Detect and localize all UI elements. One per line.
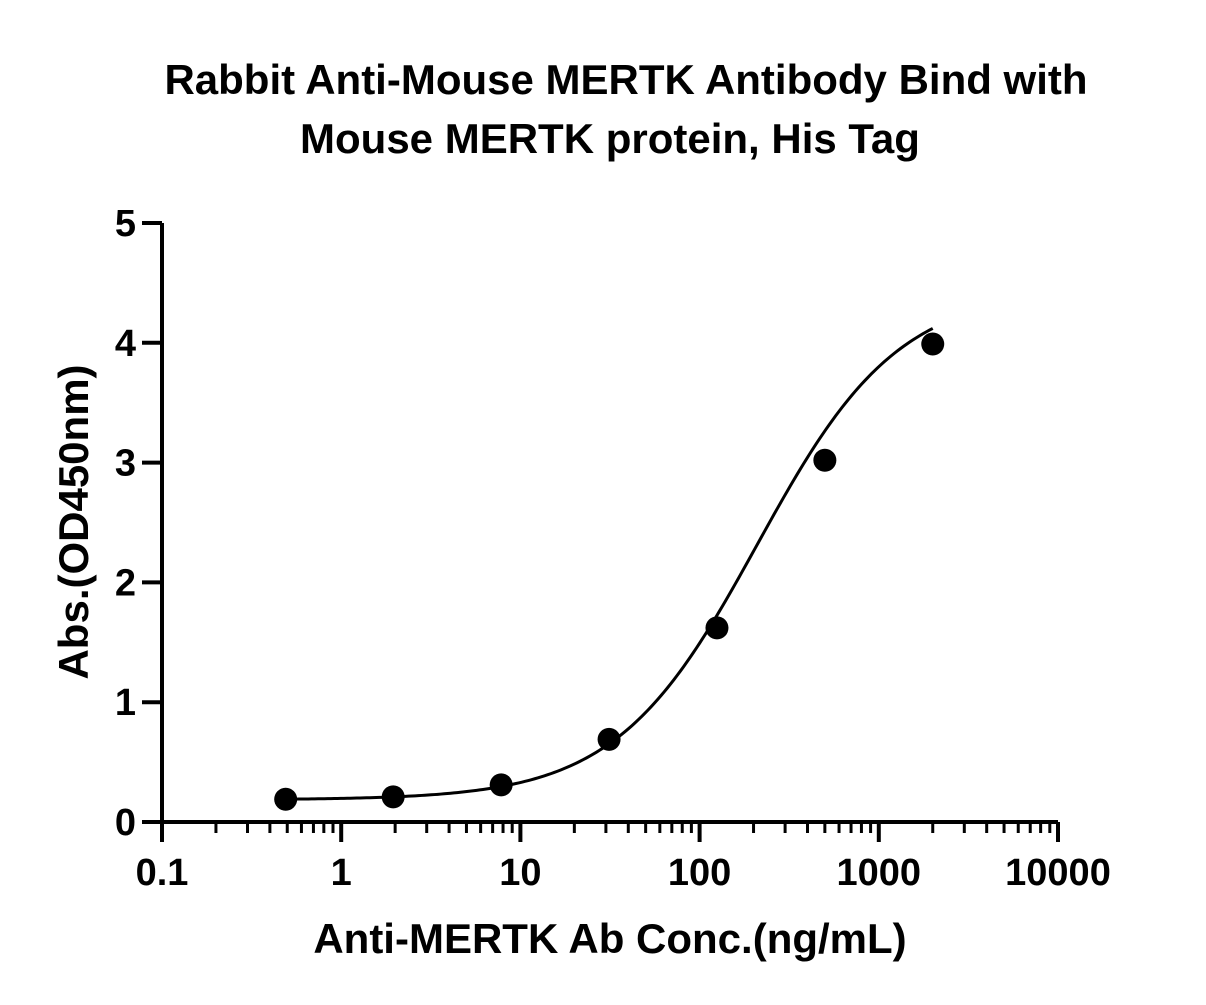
x-tick-label: 10 bbox=[499, 852, 541, 894]
axes bbox=[160, 223, 1058, 824]
y-axis-label: Abs.(OD450nm) bbox=[50, 364, 97, 679]
data-point bbox=[381, 785, 405, 809]
ticks: 0 1 2 3 4 5 0.1 1 10 100 1000 10000 bbox=[115, 203, 1111, 894]
data-points bbox=[274, 332, 945, 811]
y-tick-label: 1 bbox=[115, 682, 136, 724]
x-tick-label: 0.1 bbox=[136, 852, 189, 894]
x-tick-label: 100 bbox=[668, 852, 731, 894]
y-tick-label: 0 bbox=[115, 802, 136, 844]
chart-title-line-1: Rabbit Anti-Mouse MERTK Antibody Bind wi… bbox=[164, 56, 1087, 103]
x-tick-label: 10000 bbox=[1005, 852, 1111, 894]
x-axis-label: Anti-MERTK Ab Conc.(ng/mL) bbox=[313, 915, 906, 962]
data-point bbox=[921, 332, 945, 356]
data-point bbox=[705, 616, 729, 640]
y-tick-label: 3 bbox=[115, 443, 136, 485]
data-point bbox=[489, 773, 513, 797]
y-tick-label: 5 bbox=[115, 203, 136, 245]
data-point bbox=[813, 448, 837, 472]
chart-title-line-2: Mouse MERTK protein, His Tag bbox=[300, 115, 920, 162]
y-tick-label: 4 bbox=[115, 323, 136, 365]
data-point bbox=[597, 727, 621, 751]
x-tick-label: 1 bbox=[331, 852, 352, 894]
y-tick-label: 2 bbox=[115, 562, 136, 604]
data-point bbox=[274, 787, 298, 811]
x-tick-label: 1000 bbox=[837, 852, 922, 894]
